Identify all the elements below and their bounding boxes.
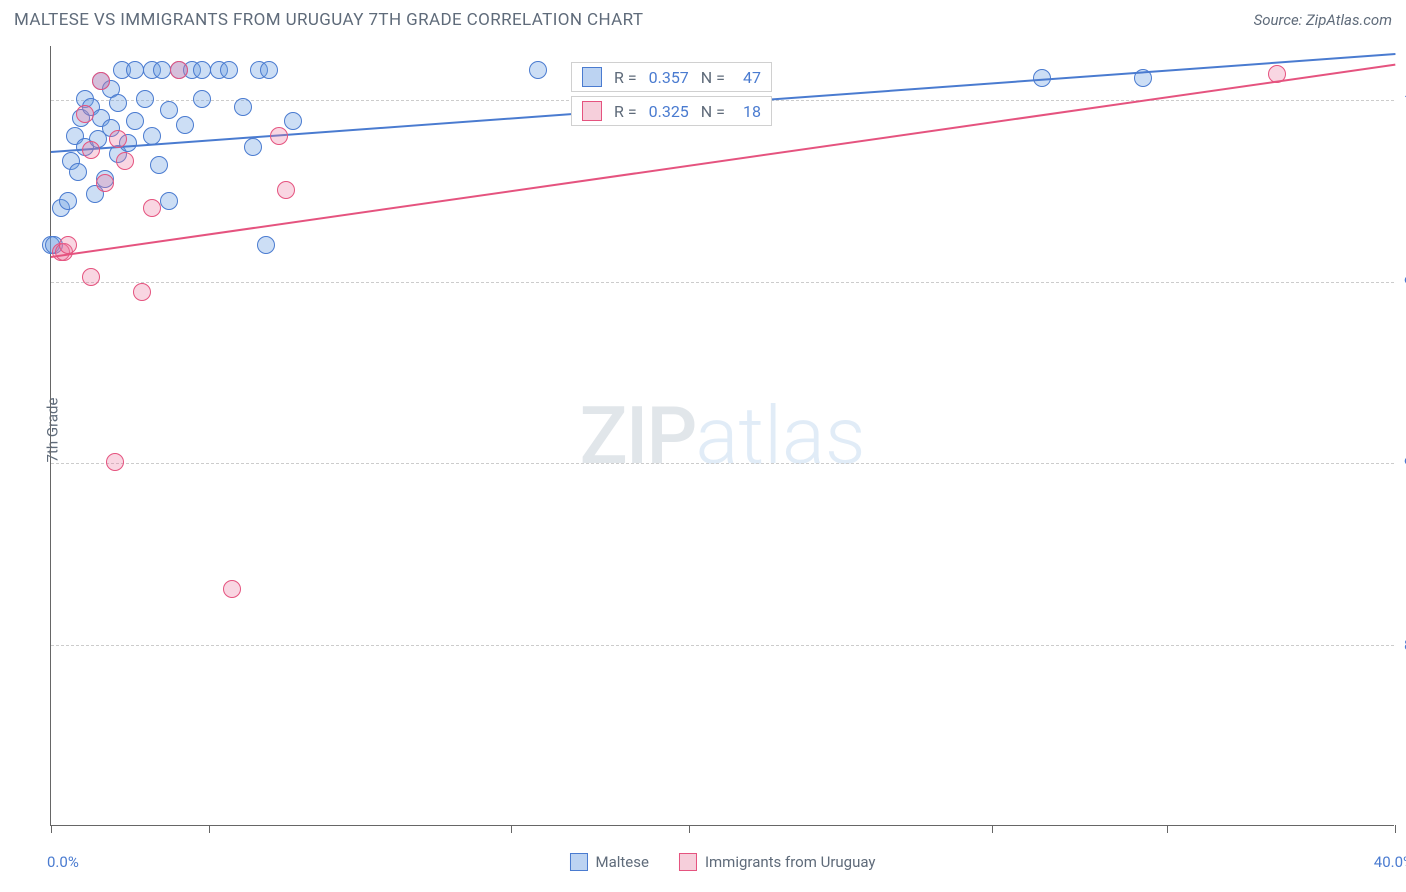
- x-tick: [992, 825, 993, 833]
- legend-label: Immigrants from Uruguay: [705, 853, 876, 871]
- data-point: [150, 156, 168, 174]
- data-point: [143, 199, 161, 217]
- chart-plot-area: ZIPatlas 85.0%90.0%95.0%100.0%0.0%40.0%R…: [50, 46, 1394, 826]
- data-point: [260, 61, 278, 79]
- data-point: [193, 61, 211, 79]
- stat-r-value: 0.325: [649, 102, 689, 121]
- stat-n-label: N =: [701, 68, 725, 87]
- x-tick: [1167, 825, 1168, 833]
- data-point: [59, 236, 77, 254]
- data-point: [223, 580, 241, 598]
- data-point: [257, 236, 275, 254]
- x-tick: [51, 825, 52, 833]
- data-point: [126, 112, 144, 130]
- data-point: [160, 101, 178, 119]
- stat-r-label: R =: [614, 102, 637, 121]
- data-point: [96, 174, 114, 192]
- chart-title: MALTESE VS IMMIGRANTS FROM URUGUAY 7TH G…: [14, 10, 643, 30]
- data-point: [176, 116, 194, 134]
- legend-swatch-icon: [582, 101, 602, 121]
- data-point: [76, 105, 94, 123]
- stats-box: R = 0.325 N = 18: [571, 96, 772, 126]
- x-tick: [689, 825, 690, 833]
- data-point: [160, 192, 178, 210]
- data-point: [234, 98, 252, 116]
- legend-swatch-icon: [569, 853, 587, 871]
- data-point: [82, 141, 100, 159]
- data-point: [136, 90, 154, 108]
- gridline-h: [51, 645, 1394, 646]
- legend-item: Maltese: [569, 853, 648, 871]
- data-point: [270, 127, 288, 145]
- gridline-h: [51, 463, 1394, 464]
- data-point: [153, 61, 171, 79]
- legend-label: Maltese: [595, 853, 648, 871]
- data-point: [59, 192, 77, 210]
- data-point: [109, 130, 127, 148]
- stat-n-value: 18: [737, 102, 761, 121]
- data-point: [220, 61, 238, 79]
- data-point: [69, 163, 87, 181]
- x-tick: [511, 825, 512, 833]
- x-axis-max-label: 40.0%: [1374, 853, 1406, 871]
- gridline-h: [51, 282, 1394, 283]
- x-tick: [1395, 825, 1396, 833]
- chart-header: MALTESE VS IMMIGRANTS FROM URUGUAY 7TH G…: [0, 0, 1406, 36]
- data-point: [109, 94, 127, 112]
- data-point: [92, 72, 110, 90]
- x-axis-min-label: 0.0%: [47, 853, 79, 871]
- data-point: [284, 112, 302, 130]
- data-point: [116, 152, 134, 170]
- data-point: [529, 61, 547, 79]
- watermark-zip: ZIP: [580, 389, 696, 483]
- stats-box: R = 0.357 N = 47: [571, 62, 772, 92]
- stat-r-label: R =: [614, 68, 637, 87]
- stat-r-value: 0.357: [649, 68, 689, 87]
- regression-line: [51, 64, 1395, 258]
- watermark-atlas: atlas: [695, 389, 865, 483]
- data-point: [126, 61, 144, 79]
- data-point: [82, 268, 100, 286]
- x-tick: [209, 825, 210, 833]
- legend: Maltese Immigrants from Uruguay: [569, 853, 875, 871]
- data-point: [143, 127, 161, 145]
- stat-n-value: 47: [737, 68, 761, 87]
- data-point: [170, 61, 188, 79]
- source-label: Source: ZipAtlas.com: [1254, 11, 1392, 29]
- data-point: [133, 283, 151, 301]
- legend-item: Immigrants from Uruguay: [679, 853, 876, 871]
- legend-swatch-icon: [582, 67, 602, 87]
- data-point: [244, 138, 262, 156]
- data-point: [193, 90, 211, 108]
- stat-n-label: N =: [701, 102, 725, 121]
- data-point: [277, 181, 295, 199]
- data-point: [106, 453, 124, 471]
- watermark: ZIPatlas: [580, 389, 866, 483]
- legend-swatch-icon: [679, 853, 697, 871]
